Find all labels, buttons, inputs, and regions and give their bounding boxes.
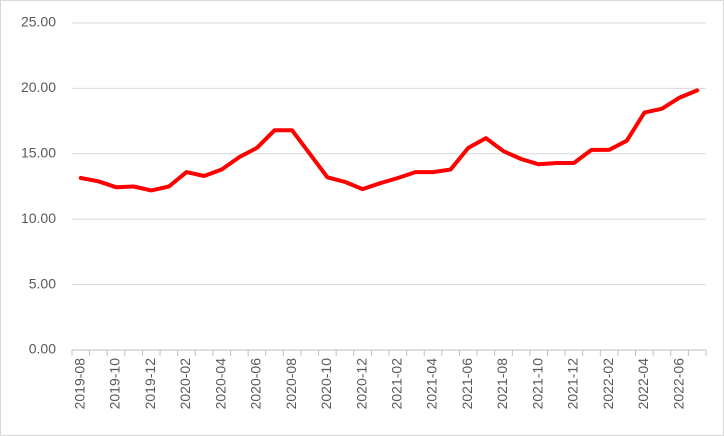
y-tick-label: 5.00 — [29, 275, 56, 291]
y-tick-label: 10.00 — [21, 210, 56, 226]
x-tick-label: 2020-02 — [177, 358, 193, 410]
x-tick-label: 2020-12 — [353, 358, 369, 410]
x-tick-label: 2021-02 — [389, 358, 405, 410]
x-tick-label: 2021-10 — [529, 358, 545, 410]
x-tick-label: 2021-04 — [424, 358, 440, 410]
x-tick-label: 2022-02 — [600, 358, 616, 410]
x-tick-label: 2021-08 — [494, 358, 510, 410]
y-tick-label: 25.00 — [21, 14, 56, 30]
x-tick-label: 2019-12 — [142, 358, 158, 410]
x-tick-label: 2019-08 — [72, 358, 88, 410]
x-tick-label: 2021-12 — [565, 358, 581, 410]
y-tick-label: 0.00 — [29, 341, 56, 357]
x-tick-label: 2021-06 — [459, 358, 475, 410]
y-tick-label: 20.00 — [21, 79, 56, 95]
x-tick-label: 2020-06 — [248, 358, 264, 410]
x-tick-label: 2019-10 — [107, 358, 123, 410]
x-tick-label: 2022-06 — [670, 358, 686, 410]
x-tick-label: 2022-04 — [635, 358, 651, 410]
x-tick-label: 2020-04 — [212, 358, 228, 410]
x-tick-label: 2020-10 — [318, 358, 334, 410]
y-tick-label: 15.00 — [21, 145, 56, 161]
x-tick-label: 2020-08 — [283, 358, 299, 410]
line-series — [78, 88, 700, 193]
